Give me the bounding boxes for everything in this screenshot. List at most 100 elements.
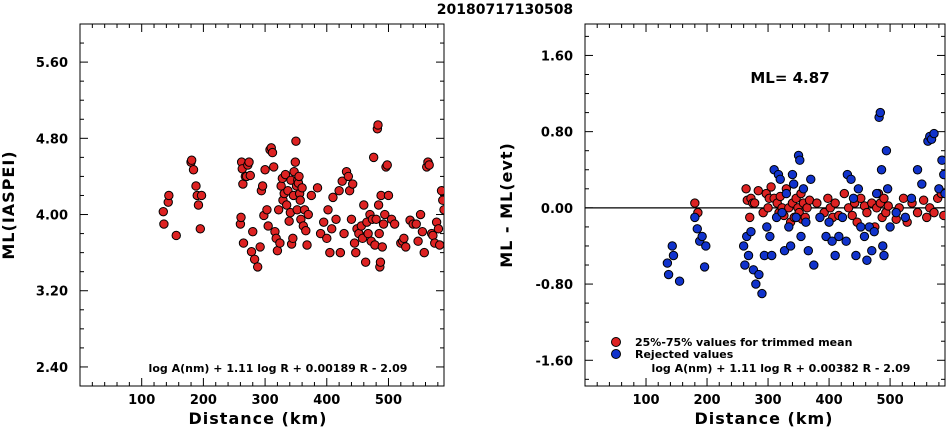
rejected-data-point <box>853 184 864 194</box>
rejected-data-point <box>809 260 819 270</box>
data-point <box>373 200 384 210</box>
rejected-data-point <box>806 174 816 184</box>
data-point <box>741 184 751 194</box>
rejected-data-point <box>851 250 861 261</box>
rejected-data-point <box>662 258 673 268</box>
data-points <box>158 120 444 272</box>
data-point <box>745 212 755 223</box>
data-point <box>288 233 298 244</box>
left-x-axis-label: Distance (km) <box>189 409 328 428</box>
x-tick-label: 200 <box>693 393 720 408</box>
data-point <box>323 205 333 215</box>
data-point <box>315 228 326 239</box>
rejected-data-point <box>798 184 809 194</box>
right-panel: 100 200 300 400 500 -1.60 -0.80 0.00 0.80 1.60 <box>536 23 946 408</box>
rejected-data-point <box>830 250 840 261</box>
data-point <box>339 228 349 239</box>
data-point <box>252 262 263 272</box>
data-point <box>334 186 344 196</box>
data-point <box>267 147 278 158</box>
y-tick-label: -0.80 <box>536 278 573 293</box>
data-point <box>294 171 304 182</box>
x-tick-label: 500 <box>375 393 402 408</box>
data-point <box>306 190 317 201</box>
rejected-data-point <box>824 217 834 227</box>
data-point <box>823 193 833 204</box>
rejected-data-point <box>885 222 895 232</box>
data-point <box>331 214 341 224</box>
data-point <box>766 182 776 192</box>
data-point <box>318 217 329 227</box>
data-point <box>322 233 332 244</box>
data-point <box>433 224 444 234</box>
x-tick-label: 300 <box>754 393 781 408</box>
data-point <box>939 210 945 221</box>
rejected-data-point <box>876 165 887 175</box>
left-y-axis-label: ML(IASPEI) <box>0 150 18 259</box>
data-point <box>236 212 246 223</box>
rejected-data-point <box>781 188 792 199</box>
legend-marker-rejected <box>611 349 621 359</box>
data-point <box>328 192 338 203</box>
data-point <box>196 190 207 201</box>
data-point <box>273 205 284 215</box>
data-point <box>275 238 285 248</box>
x-tick-label: 500 <box>877 393 904 408</box>
rejected-data-point <box>697 231 707 242</box>
data-point <box>347 179 358 189</box>
rejected-data-point <box>848 193 859 204</box>
rejected-data-point <box>929 128 939 139</box>
right-y-axis-label: ML - ML(evt) <box>497 142 516 268</box>
data-point <box>415 209 426 220</box>
rejected-data-point <box>803 246 814 256</box>
rejected-data-point <box>787 169 798 180</box>
data-point <box>434 240 444 250</box>
rejected-data-point <box>900 212 911 223</box>
data-point <box>248 226 258 237</box>
rejected-data-point <box>821 231 831 242</box>
x-tick-label: 300 <box>252 393 279 408</box>
legend-label-rejected: Rejected values <box>635 348 734 361</box>
data-point <box>301 226 311 236</box>
rejected-data-point <box>746 226 756 237</box>
legend-label-trimmed: 25%-75% values for trimmed mean <box>635 336 852 349</box>
rejected-data-point <box>912 165 923 175</box>
rejected-data-point <box>765 231 775 242</box>
rejected-data-point <box>834 231 844 242</box>
data-point <box>413 236 423 246</box>
data-point <box>343 171 354 182</box>
data-point <box>349 238 360 248</box>
data-point <box>368 152 379 163</box>
rejected-data-point <box>740 260 750 270</box>
rejected-data-point <box>846 174 856 184</box>
data-point <box>195 224 206 234</box>
figure-title: 20180717130508 <box>437 2 573 18</box>
data-point <box>918 195 929 205</box>
rejected-data-point <box>690 212 700 223</box>
y-tick-label: 5.60 <box>36 56 68 71</box>
data-point <box>158 206 168 217</box>
ml-annotation: ML= 4.87 <box>750 69 829 87</box>
rejected-data-point <box>762 222 772 232</box>
data-point <box>260 165 270 175</box>
data-point <box>351 247 361 258</box>
y-tick-label: 1.60 <box>541 49 573 64</box>
rejected-data-point <box>692 224 702 234</box>
data-point <box>159 219 169 229</box>
x-tick-label: 100 <box>632 393 659 408</box>
data-point <box>262 205 272 215</box>
x-tick-label: 400 <box>815 393 842 408</box>
plot-frame <box>584 23 946 387</box>
rejected-data-point <box>815 212 825 223</box>
data-point <box>424 160 434 170</box>
rejected-data-point <box>940 188 945 199</box>
rejected-data-point <box>754 269 764 280</box>
data-point <box>763 203 773 213</box>
data-point <box>297 183 307 193</box>
data-point <box>753 186 763 196</box>
legend: 25%-75% values for trimmed mean Rejected… <box>611 336 852 361</box>
rejected-data-point <box>668 250 679 261</box>
data-point <box>290 157 301 167</box>
rejected-data-point <box>937 155 945 165</box>
data-point <box>280 169 291 180</box>
